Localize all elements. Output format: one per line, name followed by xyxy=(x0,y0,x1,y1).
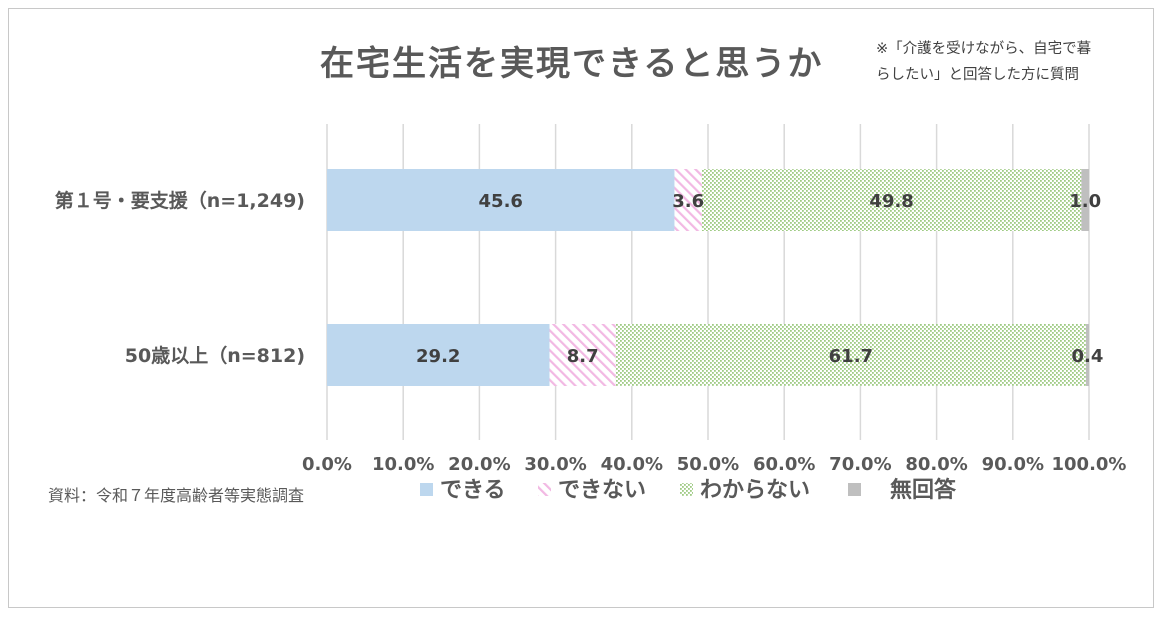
tick-label: 60.0% xyxy=(753,454,815,475)
legend-label-muka: 無回答 xyxy=(890,477,957,503)
tick-label: 70.0% xyxy=(829,454,891,475)
tick-label: 30.0% xyxy=(524,454,586,475)
data-label: 3.6 xyxy=(672,191,704,212)
bar-wakaranai xyxy=(701,169,1082,231)
legend-swatch-dekiru xyxy=(420,483,433,496)
legend-swatch-muka xyxy=(848,483,861,496)
legend: できる できない わからない 無回答 xyxy=(420,477,957,503)
category-labels: 第１号・要支援（n=1,249) 50歳以上（n=812) xyxy=(55,189,305,367)
bar-wakaranai xyxy=(615,324,1086,386)
source-text: 資料：令和７年度高齢者等実態調査 xyxy=(48,486,305,505)
bars xyxy=(327,169,1089,386)
bar-muka xyxy=(1081,169,1089,231)
bar-muka xyxy=(1085,324,1089,386)
tick-label: 50.0% xyxy=(677,454,739,475)
chart-title: 在宅生活を実現できると思うか xyxy=(320,44,824,84)
bar-dekinai xyxy=(549,324,616,386)
data-label: 0.4 xyxy=(1072,346,1104,367)
tick-label: 100.0% xyxy=(1052,454,1127,475)
tick-label: 0.0% xyxy=(302,454,352,475)
data-label: 49.8 xyxy=(869,191,913,212)
bar-dekinai xyxy=(674,169,702,231)
legend-label-wakaranai: わからない xyxy=(700,478,810,503)
data-label: 45.6 xyxy=(479,191,523,212)
bar-dekiru xyxy=(327,169,675,231)
tick-label: 10.0% xyxy=(372,454,434,475)
data-label: 29.2 xyxy=(416,346,460,367)
tick-label: 80.0% xyxy=(905,454,967,475)
data-label: 1.0 xyxy=(1069,191,1101,212)
data-labels: 45.6 3.6 49.8 1.0 29.2 8.7 61.7 0.4 xyxy=(416,191,1103,367)
legend-swatch-wakaranai xyxy=(680,483,693,496)
data-label: 61.7 xyxy=(829,346,873,367)
chart-note: ※「介護を受けながら、自宅で暮 らしたい」と回答した方に質問 xyxy=(876,36,1091,88)
legend-label-dekiru: できる xyxy=(440,478,506,503)
category-label: 第１号・要支援（n=1,249) xyxy=(55,189,305,212)
chart-frame xyxy=(8,8,1154,608)
x-axis-ticks: 0.0% 10.0% 20.0% 30.0% 40.0% 50.0% 60.0% 70.0% 8… xyxy=(302,454,1126,475)
tick-label: 90.0% xyxy=(982,454,1044,475)
data-label: 8.7 xyxy=(567,346,599,367)
tick-label: 20.0% xyxy=(448,454,510,475)
bar-dekiru xyxy=(327,324,550,386)
legend-swatch-dekinai xyxy=(538,483,551,496)
note-line-2: らしたい」と回答した方に質問 xyxy=(876,67,1079,83)
legend-label-dekinai: できない xyxy=(558,478,646,503)
note-line-1: ※「介護を受けながら、自宅で暮 xyxy=(876,41,1092,57)
tick-label: 40.0% xyxy=(601,454,663,475)
category-label: 50歳以上（n=812) xyxy=(125,344,305,367)
